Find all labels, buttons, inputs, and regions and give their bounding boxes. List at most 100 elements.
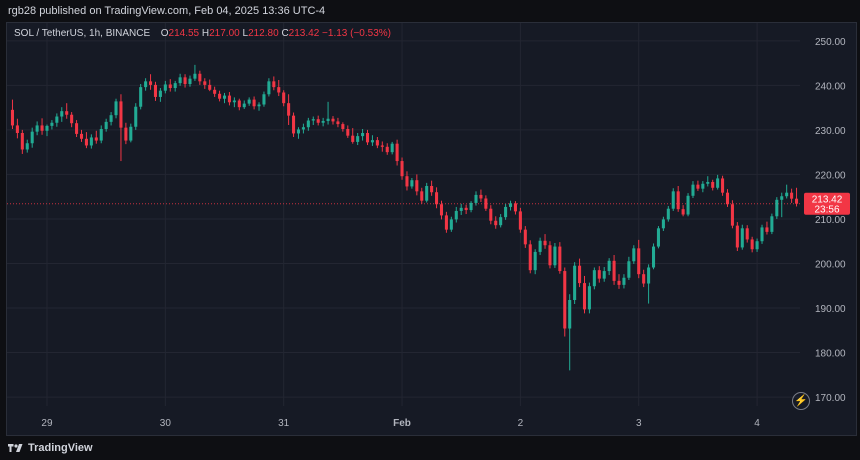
candle [370, 140, 374, 143]
candle [740, 228, 744, 248]
candle [178, 77, 182, 84]
x-tick-label: Feb [393, 418, 411, 429]
candle [558, 246, 562, 272]
candle [267, 81, 271, 95]
candle [696, 184, 700, 189]
candle [129, 126, 133, 141]
y-tick-label: 190.00 [815, 304, 846, 315]
candle [795, 198, 799, 204]
candle [548, 245, 552, 266]
candle [15, 125, 19, 134]
candle [469, 202, 473, 211]
candle [750, 239, 754, 250]
candle [75, 123, 79, 134]
candle [351, 135, 355, 142]
candle [607, 260, 611, 272]
chart-panel[interactable] [6, 22, 857, 436]
candle [770, 216, 774, 232]
candle [222, 95, 227, 99]
candle [553, 246, 557, 266]
candle [296, 129, 301, 134]
candle [282, 92, 286, 104]
candle [666, 208, 670, 220]
candle [785, 192, 789, 197]
candle [632, 248, 636, 262]
candle [149, 81, 153, 85]
candle [622, 277, 626, 285]
candle [656, 228, 660, 247]
candle [592, 270, 596, 287]
candle [716, 178, 720, 188]
candle [775, 199, 779, 217]
candle [257, 104, 261, 107]
candle [390, 143, 394, 153]
low-value: 212.80 [248, 28, 279, 39]
tradingview-brand[interactable]: TradingView [8, 441, 93, 455]
high-label: H [201, 28, 210, 39]
candle [35, 125, 39, 132]
x-tick-label: 30 [160, 418, 172, 429]
candle [331, 118, 335, 122]
candle [508, 203, 513, 207]
candle [435, 192, 439, 205]
candle [168, 84, 172, 89]
candle [237, 100, 241, 108]
candle [79, 133, 84, 139]
candle [272, 81, 276, 88]
x-tick-label: 29 [41, 418, 53, 429]
candle [193, 73, 197, 79]
published-text: rgb28 published on TradingView.com, Feb … [8, 5, 326, 17]
candle [597, 270, 601, 279]
candle [301, 127, 305, 130]
candle [242, 103, 246, 108]
candle [651, 246, 656, 268]
y-tick-label: 230.00 [815, 126, 846, 137]
candle [287, 103, 291, 116]
candle [671, 191, 675, 209]
candle [701, 183, 705, 189]
candle [336, 121, 340, 125]
candle [474, 194, 478, 203]
candle [444, 215, 448, 230]
brand-name: TradingView [28, 442, 93, 454]
candle [55, 116, 59, 123]
candle [528, 244, 532, 271]
low-label: L [242, 28, 249, 39]
candle [65, 111, 69, 115]
candle [504, 206, 508, 218]
candle [84, 138, 88, 146]
candle [425, 185, 429, 201]
candle [449, 219, 453, 230]
candle [400, 161, 404, 177]
candle [523, 229, 527, 245]
candle [459, 207, 463, 211]
candle [356, 136, 360, 142]
candle [158, 90, 162, 97]
candle [780, 196, 784, 200]
candle [10, 109, 14, 126]
candle [321, 120, 325, 123]
candle [99, 128, 103, 141]
candle [188, 78, 192, 85]
candle [484, 198, 488, 209]
candle [573, 265, 577, 301]
candle [642, 274, 646, 284]
close-value: 213.42 [288, 28, 320, 39]
candle [163, 84, 167, 91]
candle [40, 125, 44, 131]
candle [681, 209, 685, 215]
x-tick-label: 31 [278, 418, 290, 429]
candle [730, 204, 734, 226]
candle [326, 118, 330, 121]
candle [89, 137, 93, 146]
candle [765, 227, 769, 232]
candle [439, 204, 444, 216]
candle [602, 271, 606, 279]
candle [405, 176, 409, 187]
candle [385, 146, 389, 153]
y-tick-label: 170.00 [815, 393, 846, 404]
candle [415, 180, 419, 192]
candle [109, 115, 113, 122]
lightning-icon[interactable]: ⚡ [792, 392, 810, 410]
